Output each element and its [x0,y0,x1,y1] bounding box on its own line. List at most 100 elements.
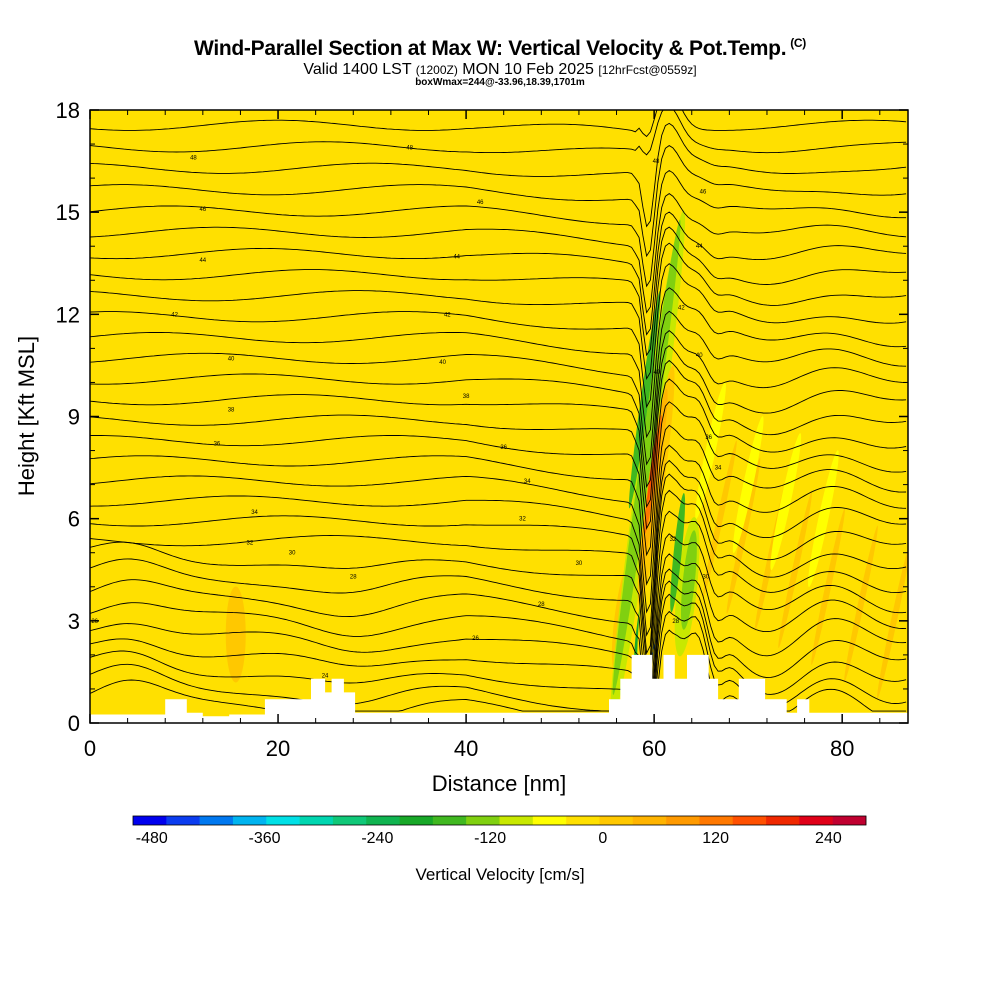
theta-contour [90,593,907,712]
contour-label: 34 [524,479,531,485]
contour-label: 32 [670,537,677,543]
theta-contour [90,345,907,509]
y-tick-label: 12 [56,302,80,327]
updraft [225,586,246,683]
weak-updraft [197,593,218,670]
theta-contour [90,242,907,381]
contour-label: 38 [228,408,235,414]
theta-contour [90,510,907,699]
weak-updraft [134,461,159,542]
downdraft-sheet [612,219,681,696]
y-tick-label: 3 [68,609,80,634]
y-axis-label: Height [Kft MSL] [14,336,39,496]
lee-wave-updraft [844,525,878,683]
colorbar-swatch [166,816,200,825]
colorbar-frame [132,815,867,826]
contour-label: 48 [406,145,413,151]
weak-updraft [616,390,635,511]
colorbar-swatch [566,816,600,825]
contour-label: 32 [246,541,253,547]
contour-label: 28 [538,602,545,608]
valid-utc: (1200Z) [415,63,458,77]
contour-label: 26 [91,619,98,625]
contour-label: 38 [463,394,470,400]
weak-updraft [850,202,871,393]
colorbar-swatch [766,816,800,825]
downdraft [670,493,686,613]
weak-updraft [193,322,212,443]
downdraft [680,530,697,630]
y-tick-label: 15 [56,200,80,225]
lee-wave-downdraft [770,433,802,571]
theta-contour [90,378,907,557]
theta-contour [90,568,907,712]
contour-label: 28 [672,619,679,625]
contour-label: 28 [350,575,357,581]
weak-updraft [264,464,293,505]
colorbar-swatch [699,816,734,825]
x-tick-label: 80 [830,736,854,761]
theta-contour [90,263,907,409]
weak-updraft [776,305,795,426]
contour-label: 44 [453,254,460,260]
colorbar-label: Vertical Velocity [cm/s] [415,865,584,884]
colorbar-tick-label: -480 [136,830,168,847]
theta-contour [90,444,907,637]
updraft [500,551,621,608]
copyright-mark: (C) [790,36,806,50]
lee-wave-updraft [877,542,908,700]
theta-contour [90,359,907,531]
colorbar-swatch [133,816,167,825]
weak-updraft [794,185,815,376]
weak-updraft [823,356,842,477]
lee-wave-updraft [811,508,845,666]
contour-label: 42 [444,312,451,318]
theta-contours [90,110,907,712]
theta-contour [90,110,907,138]
theta-contour [90,459,907,655]
lee-wave-downdraft [732,416,764,554]
contour-label: 46 [477,200,484,206]
colorbar-tick-label: -120 [474,830,506,847]
lee-wave-updraft [703,440,737,597]
colorbar-swatch [666,816,700,825]
weak-updraft [330,632,471,677]
colorbar-swatch [232,816,267,825]
velocity-field [90,110,908,723]
terrain-profile [90,654,908,723]
updraft-max [647,432,658,503]
y-tick-label: 18 [56,98,80,123]
colorbar-swatch [399,816,434,825]
theta-contour [90,145,907,258]
weak-updraft [747,151,768,342]
theta-contour [90,330,907,489]
theta-contour [90,287,907,439]
weak-updraft [494,373,513,494]
terrain [90,654,908,723]
colorbar-swatch [266,816,300,825]
weak-updraft [579,356,598,477]
weak-updraft [705,117,726,308]
contour-label: 46 [199,207,206,213]
lee-wave-downdraft [695,382,726,520]
weak-updraft [888,151,908,342]
updraft-core [637,286,700,683]
y-tick-label: 0 [68,711,80,736]
colorbar: -480 -360 -240 -120 0 120 240 [132,815,867,847]
theta-contour [90,122,907,228]
theta-contour [90,226,907,357]
weak-updraft [390,110,411,291]
contour-label: 40 [696,353,703,359]
x-tick-label: 60 [642,736,666,761]
colorbar-swatch [332,816,367,825]
contour-label: 46 [700,190,707,196]
weak-updraft [438,349,457,470]
contour-label: 42 [171,312,178,318]
colorbar-swatch [799,816,833,825]
contour-label: 40 [439,360,446,366]
title-main: Wind-Parallel Section at Max W: Vertical… [194,37,787,60]
contour-label: 36 [214,442,221,448]
theta-contour [90,211,907,336]
contour-label: 40 [228,357,235,363]
